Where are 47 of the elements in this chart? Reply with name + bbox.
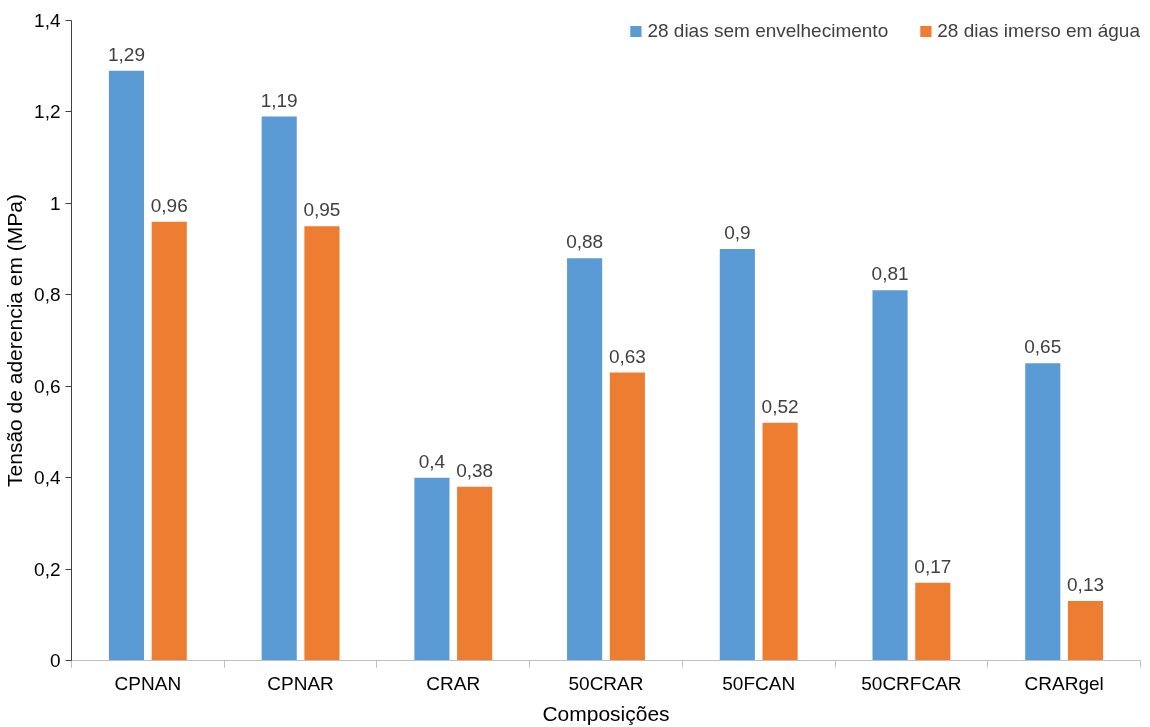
x-tick-label: 50CRAR — [568, 672, 644, 694]
x-tick-label: 50CRFCAR — [861, 672, 962, 694]
bar — [609, 372, 645, 661]
bar — [567, 258, 603, 661]
bar — [304, 226, 340, 661]
bar — [261, 116, 297, 661]
data-label: 0,88 — [566, 231, 604, 253]
data-label: 0,95 — [303, 199, 341, 221]
y-tick-label: 0,4 — [34, 467, 61, 489]
bar — [151, 221, 187, 661]
data-label: 0,65 — [1024, 336, 1062, 358]
x-tick-label: CRAR — [426, 672, 481, 694]
x-tick-label: CPNAR — [267, 672, 334, 694]
data-label: 0,17 — [914, 555, 952, 577]
x-tick-label: 50FCAN — [722, 672, 796, 694]
data-label: 0,38 — [456, 459, 494, 481]
data-label: 1,19 — [260, 89, 298, 111]
y-tick-label: 0,2 — [34, 558, 61, 580]
y-tick-label: 1 — [49, 192, 61, 214]
bar — [108, 70, 145, 661]
data-label: 0,52 — [761, 395, 799, 417]
data-label: 0,63 — [608, 345, 646, 367]
bar — [1025, 363, 1061, 661]
bar — [1067, 601, 1104, 661]
y-tick-label: 0,8 — [34, 284, 61, 306]
data-label: 0,81 — [871, 263, 909, 285]
bar — [762, 422, 798, 661]
bar — [414, 477, 450, 661]
data-label: 0,13 — [1067, 574, 1105, 596]
data-label: 0,96 — [150, 194, 188, 216]
data-label: 0,9 — [724, 222, 751, 244]
bar — [457, 486, 493, 661]
y-tick-label: 0 — [49, 650, 61, 671]
x-tick-label: CPNAN — [114, 672, 182, 694]
y-tick-label: 1,4 — [34, 10, 61, 31]
y-tick-label: 0,6 — [34, 375, 61, 397]
legend-label: 28 dias imerso em água — [937, 20, 1140, 42]
y-tick-label: 1,2 — [34, 101, 61, 123]
bar — [719, 249, 755, 661]
data-label: 0,4 — [418, 450, 446, 472]
y-axis-title: Tensão de aderencia em (MPa) — [3, 193, 27, 487]
legend-label: 28 dias sem envelhecimento — [647, 20, 889, 42]
x-tick-label: CRARgel — [1024, 672, 1104, 694]
bar — [915, 582, 951, 661]
x-axis-title: Composições — [542, 701, 670, 725]
bar — [872, 290, 908, 661]
data-label: 1,29 — [107, 43, 145, 65]
